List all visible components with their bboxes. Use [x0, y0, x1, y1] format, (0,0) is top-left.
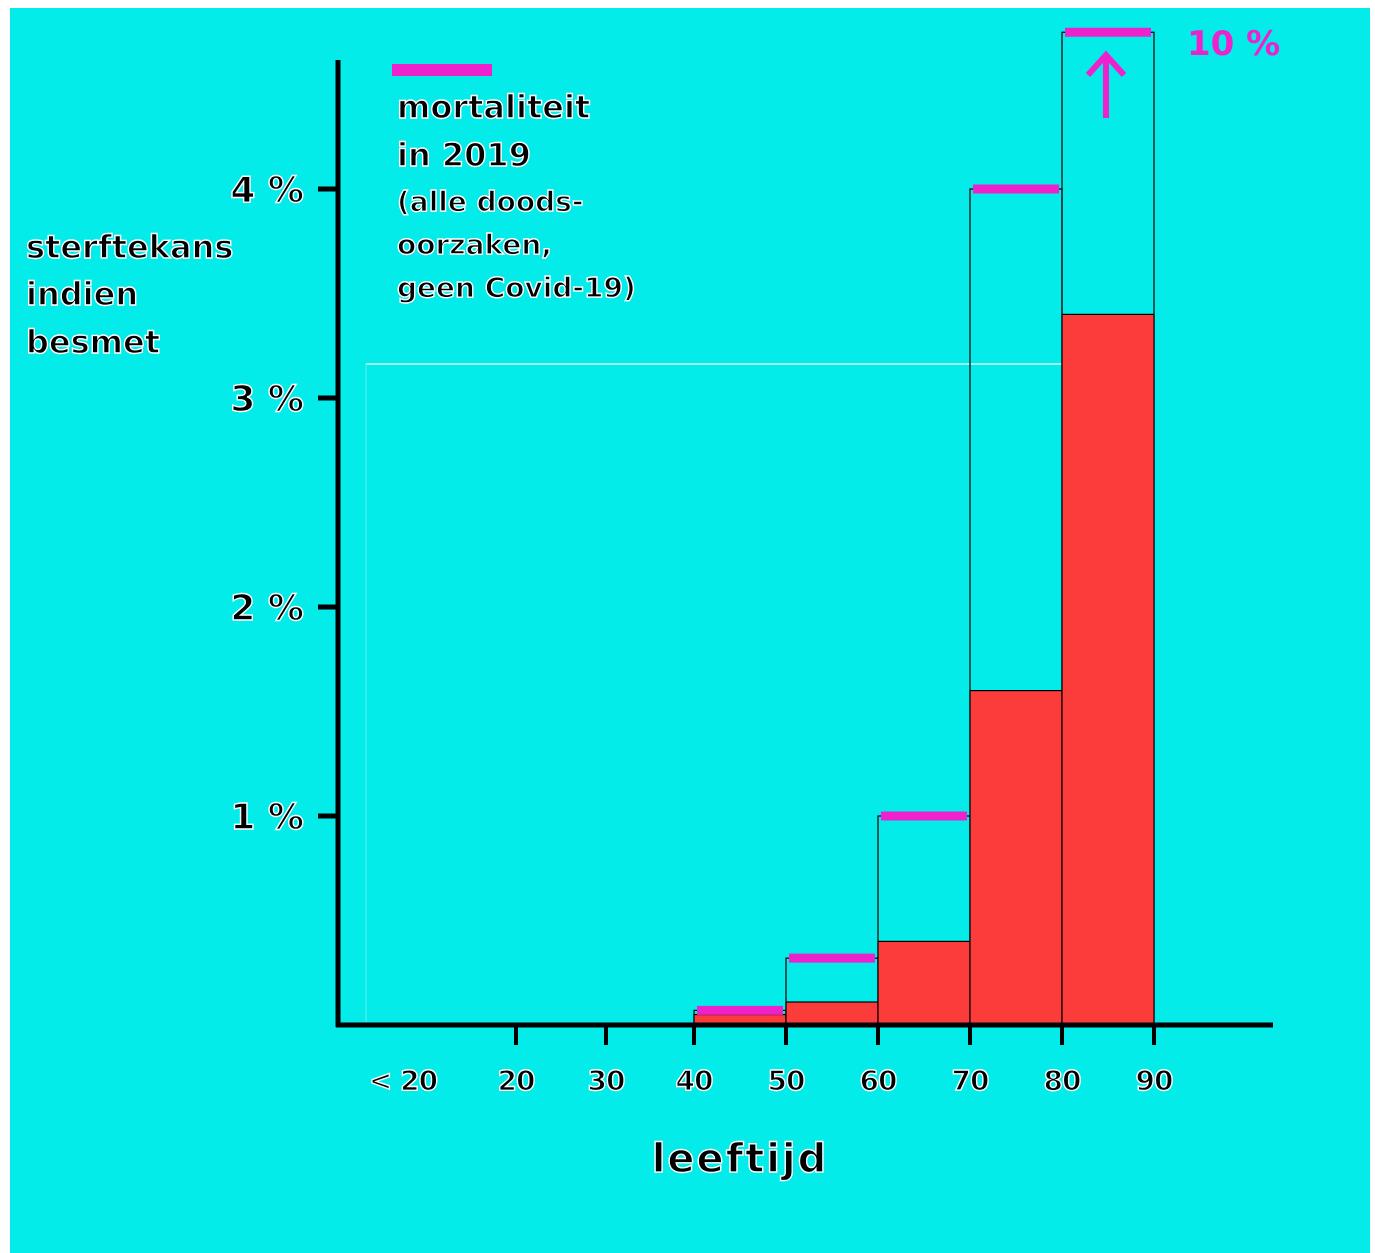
- annotation-out-of-range: 10 %: [1085, 24, 1280, 118]
- x-tick-label: 70: [952, 1064, 989, 1097]
- x-tick-label: 60: [860, 1064, 897, 1097]
- bar: [1061, 313, 1155, 1026]
- bar: [877, 940, 971, 1026]
- bar: [785, 1001, 879, 1026]
- legend-line: in 2019: [397, 136, 531, 174]
- y-ticks-group: 1 % 2 % 3 % 4 %: [230, 169, 338, 839]
- y-axis-title-line: sterftekans: [26, 228, 233, 266]
- y-tick-label: 4 %: [230, 170, 304, 211]
- x-tick-label: 20: [498, 1064, 535, 1097]
- x-ticks-group: < 20 20 30 40 50 60 70 80 90: [368, 1025, 1175, 1098]
- x-tick-label: < 20: [369, 1064, 438, 1097]
- y-axis-title-line: besmet: [26, 323, 160, 361]
- x-axis-title: leeftijd: [652, 1136, 829, 1182]
- legend: mortaliteit in 2019 (alle doods- oorzake…: [392, 64, 636, 305]
- up-arrow-head: [1085, 50, 1127, 78]
- y-tick-label: 3 %: [230, 379, 304, 420]
- y-axis-title: sterftekans indien besmet: [25, 227, 234, 361]
- y-tick-label: 1 %: [230, 797, 304, 838]
- x-tick-label: 40: [676, 1064, 713, 1097]
- legend-line: geen Covid-19): [397, 271, 636, 304]
- y-tick-label: 2 %: [230, 588, 304, 629]
- x-tick-label: 30: [588, 1064, 625, 1097]
- legend-line: mortaliteit: [397, 88, 590, 126]
- bars-group: [693, 31, 1155, 1026]
- annotation-label: 10 %: [1187, 24, 1280, 64]
- legend-line: (alle doods-: [397, 185, 583, 218]
- x-tick-label: 50: [768, 1064, 805, 1097]
- x-tick-label: 90: [1136, 1064, 1173, 1097]
- mortality-lines-group: [697, 27, 1151, 1015]
- legend-line: oorzaken,: [397, 228, 552, 261]
- x-tick-label: 80: [1044, 1064, 1081, 1097]
- y-axis-title-line: indien: [26, 275, 138, 313]
- legend-swatch-mortality: [392, 64, 492, 76]
- bar: [969, 689, 1063, 1026]
